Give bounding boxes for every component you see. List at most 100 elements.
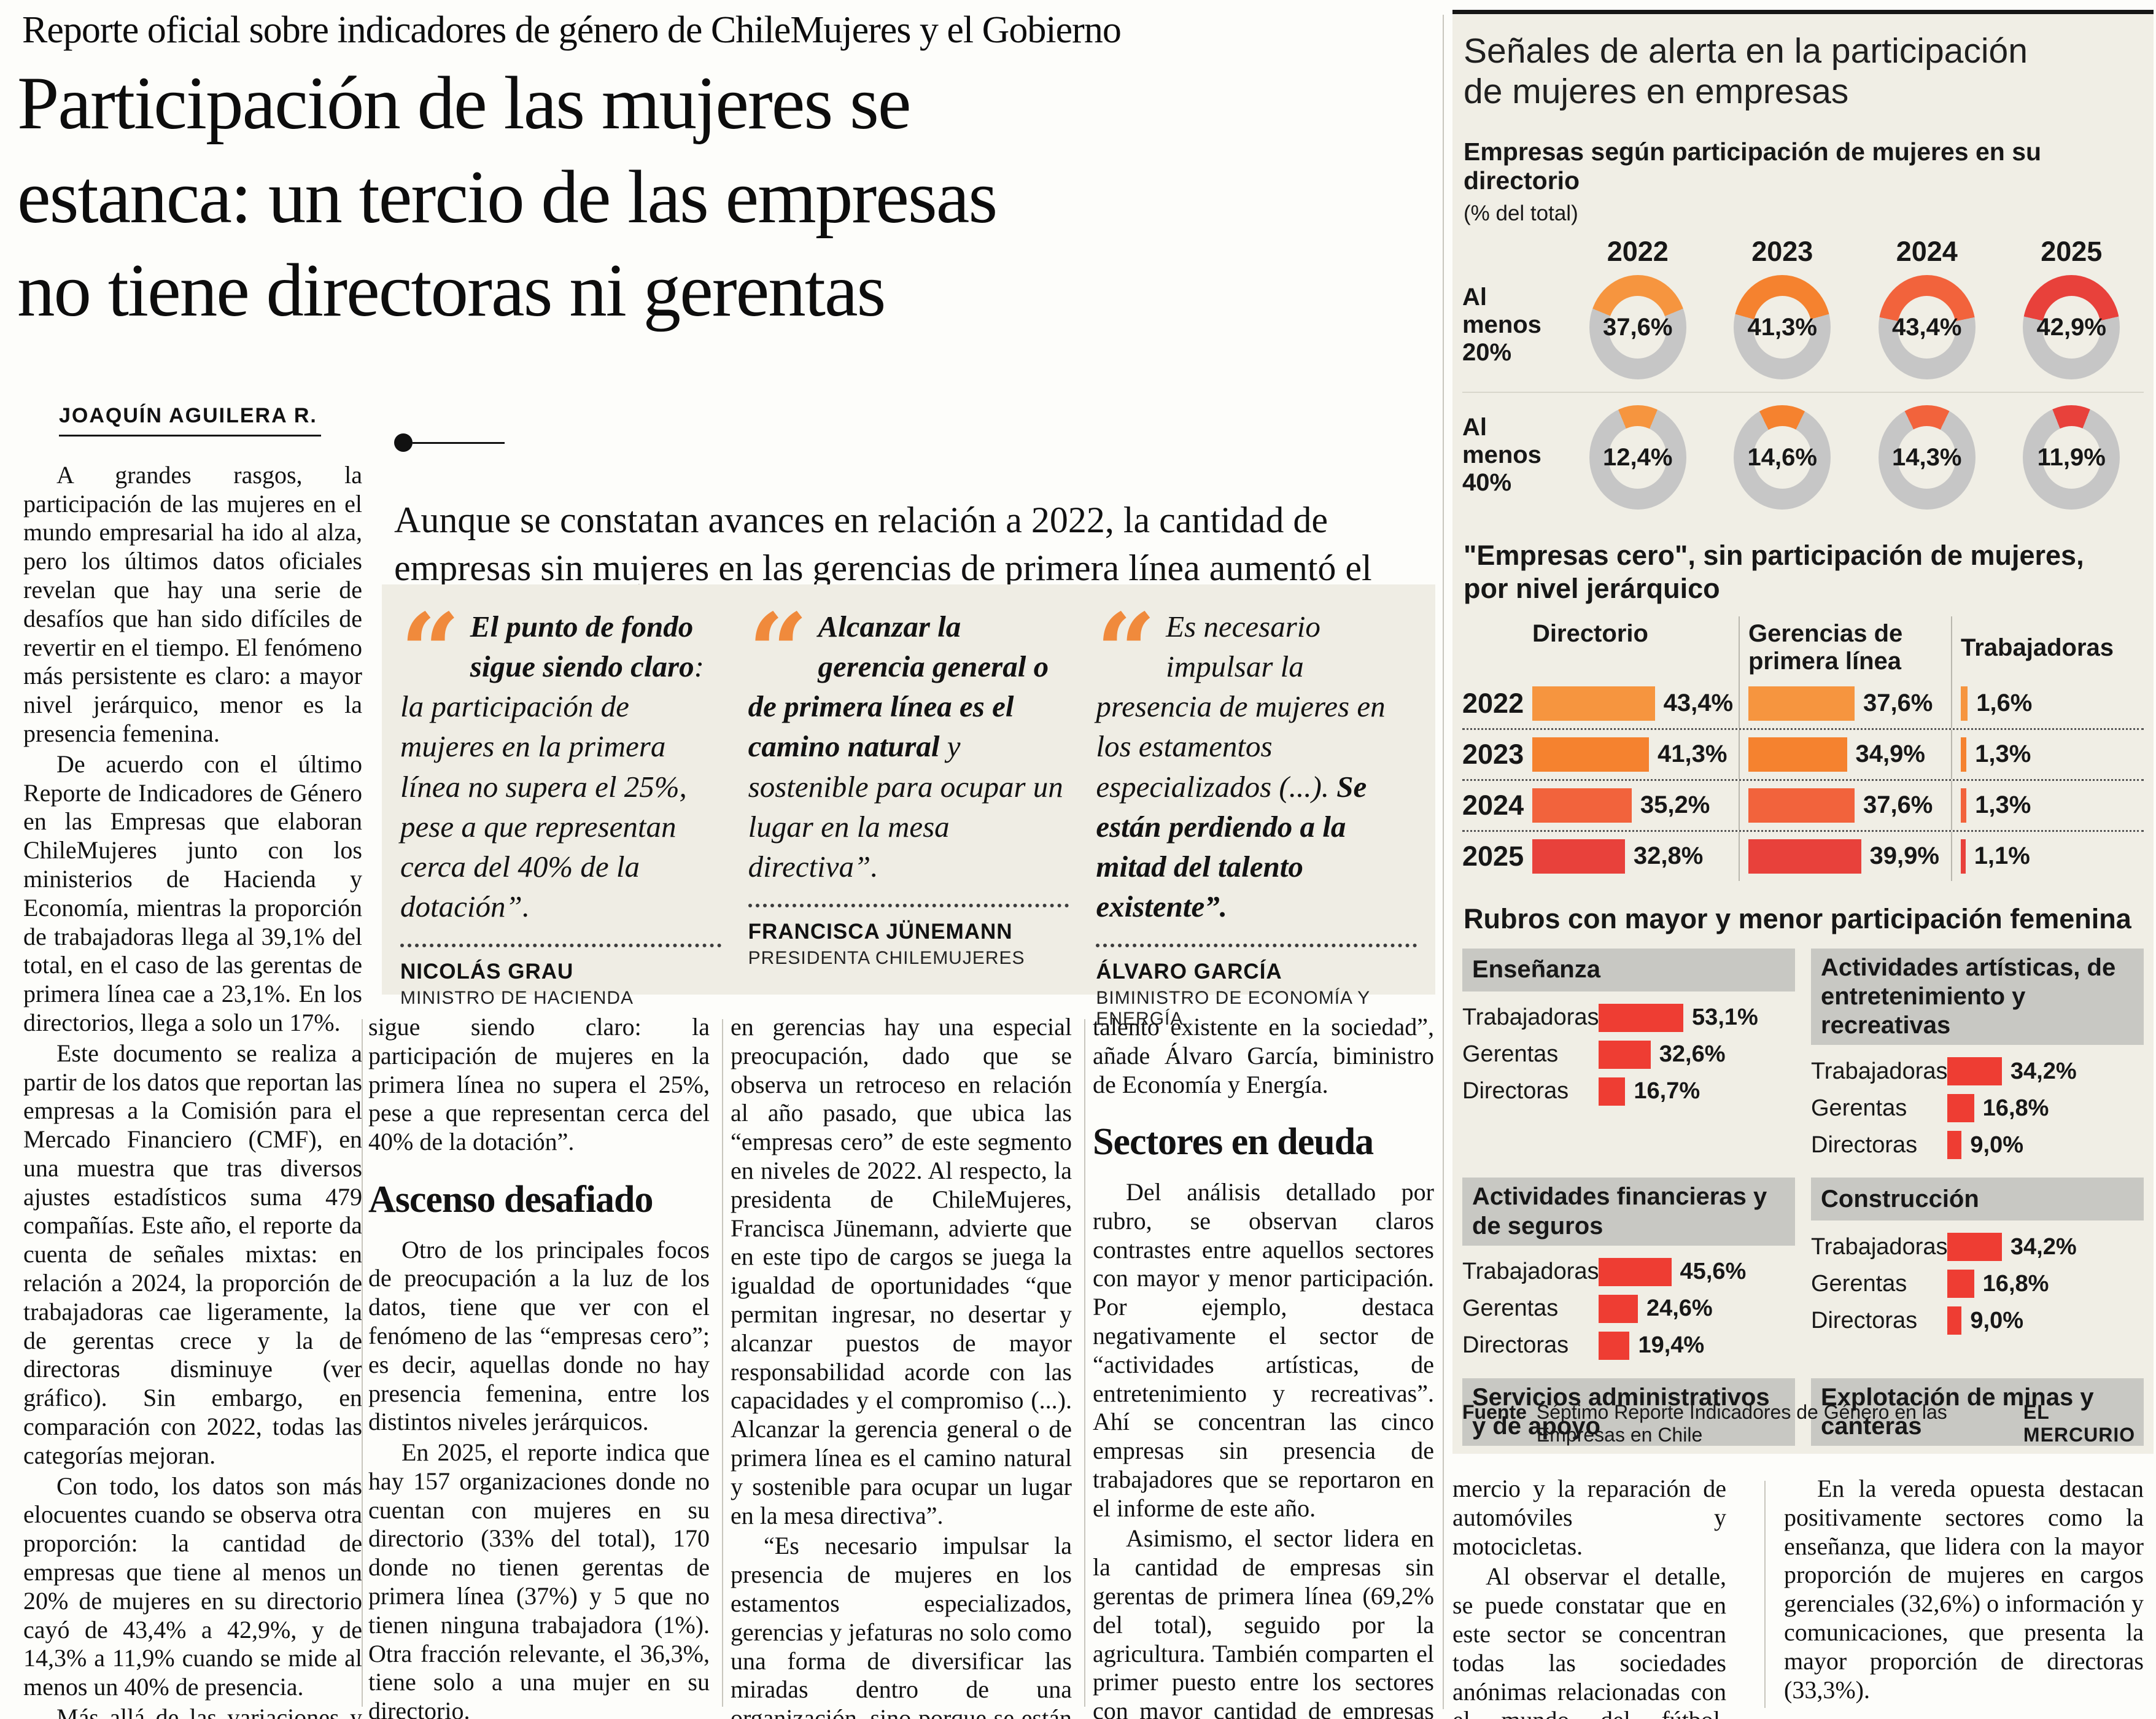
bar-value: 43,4% bbox=[1663, 689, 1734, 717]
article-paragraph: “Es necesario impulsar la presencia de m… bbox=[731, 1532, 1072, 1719]
bar-value: 9,0% bbox=[1970, 1307, 2024, 1333]
bar-value: 35,2% bbox=[1640, 791, 1710, 819]
empresas-cero-row: 2025 32,8% 39,9% 1,1% bbox=[1462, 829, 2144, 881]
column-divider bbox=[1084, 1019, 1085, 1707]
article-paragraph: A grandes rasgos, la participación de la… bbox=[23, 460, 362, 747]
bar bbox=[1599, 1294, 1638, 1323]
sector-panel: Actividades artísticas, de entretenimien… bbox=[1811, 948, 2144, 1162]
donut-chart: 43,4% bbox=[1855, 268, 1999, 387]
bar-label: Trabajadoras bbox=[1462, 1004, 1599, 1031]
bar bbox=[1947, 1094, 1974, 1123]
quote-divider bbox=[1096, 944, 1417, 948]
bar-cell: 1,3% bbox=[1951, 729, 2144, 779]
bar-label: Directoras bbox=[1462, 1332, 1569, 1359]
bar bbox=[1532, 686, 1655, 721]
column-divider bbox=[362, 1019, 363, 1707]
section-subhead: Ascenso desafiado bbox=[368, 1178, 654, 1220]
bar-label: Directoras bbox=[1462, 1078, 1569, 1104]
article-paragraph: Otro de los principales focos de preocup… bbox=[368, 1235, 710, 1436]
bar-cell: 32,8% bbox=[1524, 832, 1739, 881]
donut-ring: 43,4% bbox=[1878, 275, 1976, 380]
bar-label: Trabajadoras bbox=[1811, 1233, 1948, 1260]
rubros-title: Rubros con mayor y menor participación f… bbox=[1464, 902, 2131, 934]
sector-panel: Servicios administrativos y de apoyo Tra… bbox=[1462, 1378, 1795, 1454]
bar bbox=[1532, 788, 1632, 823]
donut-value: 41,3% bbox=[1747, 313, 1817, 341]
bar-label: Trabajadoras bbox=[1811, 1058, 1948, 1084]
bar-cell: 34,9% bbox=[1739, 729, 1951, 779]
sector-panel: Enseñanza Trabajadoras 53,1% Gerentas 32,6… bbox=[1462, 948, 1795, 1162]
quote-author-title: PRESIDENTA CHILEMUJERES bbox=[748, 948, 1025, 969]
bar-label: Gerentas bbox=[1811, 1095, 1907, 1121]
article-column-2: sigue siendo claro: la participación de … bbox=[368, 1013, 710, 1719]
source-text: Séptimo Reporte Indicadores de Género en… bbox=[1536, 1401, 1947, 1446]
bar-cell: 39,9% bbox=[1739, 831, 1951, 881]
article-paragraph: Al observar el detalle, se puede constat… bbox=[1452, 1562, 1726, 1719]
quote-divider bbox=[748, 904, 1069, 908]
bar-value: 53,1% bbox=[1692, 1004, 1758, 1031]
year-label: 2024 bbox=[1462, 789, 1524, 821]
donut-chart: 42,9% bbox=[1999, 268, 2144, 387]
bar-value: 16,8% bbox=[1982, 1270, 2049, 1297]
donut-chart-unit: (% del total) bbox=[1464, 201, 1578, 226]
bar bbox=[1748, 686, 1855, 721]
bar-cell: 37,6% bbox=[1739, 780, 1951, 830]
sector-panel: Construcción Trabajadoras 34,2% Gerentas 1… bbox=[1811, 1178, 2144, 1362]
quote-text: “Es necesario impulsar la presencia de m… bbox=[1096, 600, 1417, 926]
donut-chart: 14,3% bbox=[1855, 398, 1999, 517]
bar bbox=[1599, 1003, 1684, 1032]
quote-segment: y sostenible para ocupar un lugar en la … bbox=[748, 729, 1063, 883]
donut-value: 12,4% bbox=[1603, 443, 1673, 471]
donut-value: 37,6% bbox=[1603, 313, 1673, 341]
empresas-cero-title-line: "Empresas cero", sin participación de mu… bbox=[1464, 540, 2084, 572]
article-column-6: En la vereda opuesta destacan positivame… bbox=[1784, 1475, 2144, 1706]
donut-chart: 12,4% bbox=[1565, 398, 1710, 517]
quote-segment-bold: Se están perdiendo a la mitad del talent… bbox=[1096, 769, 1367, 924]
sector-header: Actividades artísticas, de entretenimien… bbox=[1811, 948, 2144, 1046]
byline: JOAQUÍN AGUILERA R. bbox=[59, 404, 321, 437]
row-divider bbox=[1462, 392, 2144, 394]
bar bbox=[1947, 1233, 2002, 1262]
bar-cell: 1,3% bbox=[1951, 780, 2144, 830]
kicker: Reporte oficial sobre indicadores de gén… bbox=[22, 9, 1122, 51]
bar-value: 16,7% bbox=[1634, 1078, 1700, 1104]
quote-author-title: BIMINISTRO DE ECONOMÍA Y ENERGÍA bbox=[1096, 988, 1370, 1030]
source-row: Fuente Séptimo Reporte Indicadores de Gé… bbox=[1462, 1401, 2144, 1446]
lede-decoration bbox=[394, 433, 1432, 452]
sector-bar-row: Directoras 9,0% bbox=[1811, 1128, 2144, 1162]
infographic-title: Señales de alerta en la participación de… bbox=[1464, 31, 2142, 112]
sector-bar-row: Trabajadoras 45,6% bbox=[1462, 1255, 1795, 1289]
year-label: 2022 bbox=[1462, 687, 1524, 719]
donut-chart: 37,6% bbox=[1565, 268, 1710, 387]
quote-divider bbox=[400, 944, 721, 948]
bar bbox=[1947, 1131, 1962, 1160]
donut-ring: 12,4% bbox=[1589, 405, 1686, 510]
bar-value: 39,9% bbox=[1869, 842, 1939, 870]
empresas-cero-row: 2023 41,3% 34,9% 1,3% bbox=[1462, 728, 2144, 779]
quote-mark-icon: “ bbox=[748, 591, 808, 713]
sector-header: Servicios administrativos y de apoyo bbox=[1462, 1378, 1795, 1446]
headline: Participación de las mujeres se estanca:… bbox=[17, 56, 1441, 338]
bar-value: 1,3% bbox=[1975, 791, 2031, 819]
bar bbox=[1961, 686, 1968, 721]
article-column-3: en gerencias hay una especial preocupaci… bbox=[731, 1013, 1072, 1719]
quote-segment: Es necesario impulsar la presencia de mu… bbox=[1096, 610, 1386, 804]
sector-header: Construcción bbox=[1811, 1178, 2144, 1221]
article-column-5: mercio y la reparación de automóviles y … bbox=[1452, 1475, 1726, 1719]
quote-mark-icon: “ bbox=[400, 591, 460, 713]
donut-row-label: Al menos 20% bbox=[1462, 284, 1541, 366]
article-paragraph: Más allá de las variaciones y los ajuste… bbox=[56, 1704, 362, 1719]
quote-segment: : la participación de mujeres en la prim… bbox=[400, 650, 704, 924]
bullet-rule bbox=[413, 441, 505, 444]
article-paragraph: talento existente en la sociedad”, añade… bbox=[1093, 1013, 1434, 1098]
source-label: Fuente bbox=[1462, 1401, 1527, 1423]
bar-value: 34,2% bbox=[2010, 1058, 2077, 1084]
bar-cell: 1,6% bbox=[1951, 678, 2144, 728]
bar-label: Gerentas bbox=[1462, 1041, 1559, 1068]
donut-value: 14,3% bbox=[1892, 443, 1962, 471]
sector-panel: Actividades financieras y de seguros Tra… bbox=[1462, 1178, 1795, 1362]
empresas-cero-header-row: Directorio Gerencias de primera línea Tr… bbox=[1462, 616, 2144, 679]
donut-row-label: Al menos 40% bbox=[1462, 414, 1541, 496]
bar-value: 1,3% bbox=[1975, 740, 2031, 768]
